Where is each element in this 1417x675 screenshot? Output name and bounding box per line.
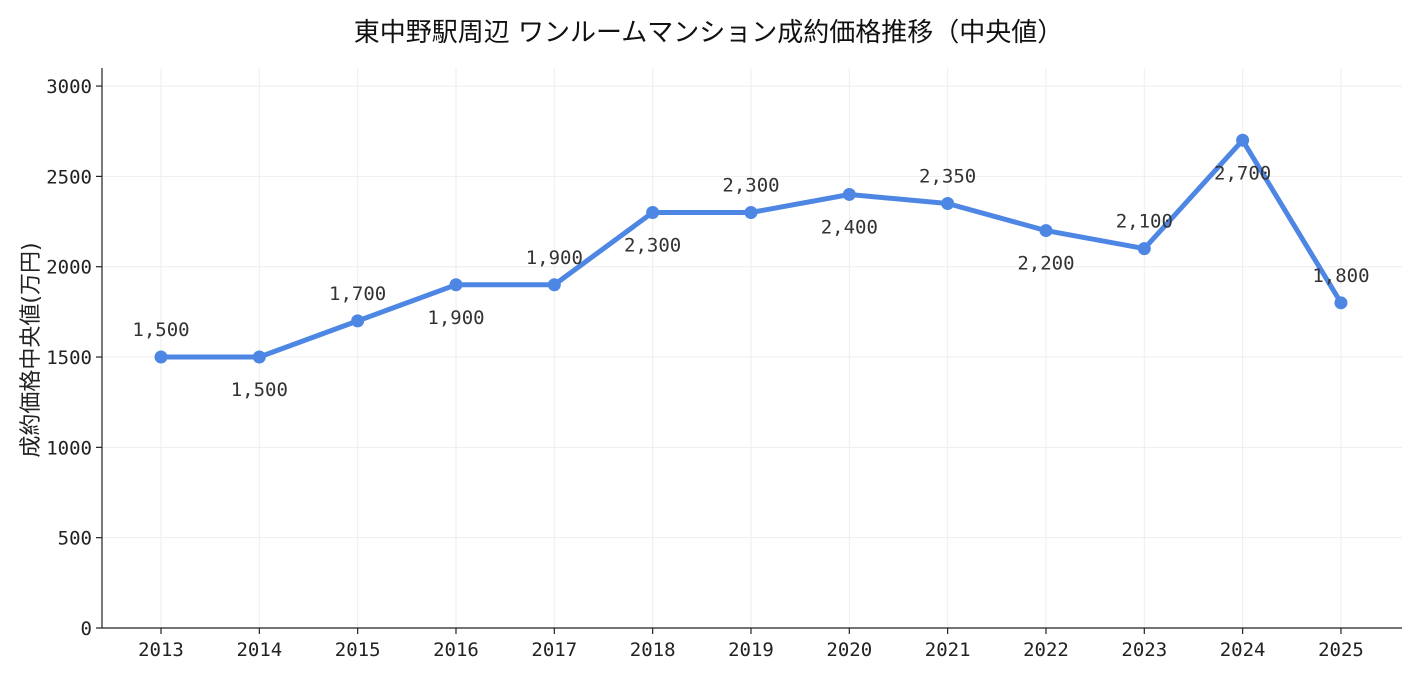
y-tick-label-1: 500	[58, 528, 92, 550]
data-label-11: 2,700	[1214, 162, 1271, 184]
data-point-3	[449, 278, 463, 292]
data-label-8: 2,350	[919, 165, 976, 187]
y-tick-label-5: 2500	[46, 166, 92, 188]
x-tick-label-10: 2023	[1121, 639, 1167, 661]
x-tick-label-7: 2020	[826, 639, 872, 661]
data-point-2	[351, 314, 365, 328]
y-tick-label-2: 1000	[46, 437, 92, 459]
x-tick-label-2: 2015	[335, 639, 381, 661]
data-point-0	[154, 350, 168, 364]
x-tick-label-9: 2022	[1023, 639, 1069, 661]
y-tick-label-4: 2000	[46, 257, 92, 279]
x-tick-label-8: 2021	[925, 639, 971, 661]
data-label-2: 1,700	[329, 283, 386, 305]
data-point-6	[744, 206, 758, 220]
data-label-9: 2,200	[1017, 253, 1074, 275]
data-label-4: 1,900	[526, 247, 583, 269]
data-point-10	[1137, 242, 1151, 256]
data-point-1	[252, 350, 266, 364]
y-ticks: 0 500 1000 1500 2000 2500 3000	[46, 76, 102, 640]
data-point-5	[646, 206, 660, 220]
data-point-12	[1334, 296, 1348, 310]
data-point-4	[547, 278, 561, 292]
data-label-12: 1,800	[1312, 265, 1369, 287]
data-label-5: 2,300	[624, 235, 681, 257]
x-tick-label-3: 2016	[433, 639, 479, 661]
axes	[101, 68, 1402, 629]
data-point-7	[842, 187, 856, 201]
x-tick-label-0: 2013	[138, 639, 184, 661]
data-labels: 1,500 1,500 1,700 1,900 1,900 2,300 2,300 2,400…	[132, 162, 1369, 401]
x-tick-label-4: 2017	[531, 639, 577, 661]
data-label-1: 1,500	[231, 379, 288, 401]
x-tick-label-12: 2025	[1318, 639, 1364, 661]
x-tick-label-6: 2019	[728, 639, 774, 661]
y-tick-label-0: 0	[81, 618, 92, 640]
data-label-3: 1,900	[427, 307, 484, 329]
data-point-9	[1039, 224, 1053, 238]
y-tick-label-6: 3000	[46, 76, 92, 98]
data-point-11	[1236, 133, 1250, 147]
data-point-8	[941, 196, 955, 210]
x-tick-label-11: 2024	[1220, 639, 1266, 661]
chart-title: 東中野駅周辺 ワンルームマンション成約価格推移（中央値）	[353, 18, 1064, 48]
x-ticks: 2013 2014 2015 2016 2017 2018 2019 2020 2021 2022…	[138, 628, 1364, 661]
x-tick-label-1: 2014	[236, 639, 282, 661]
data-label-10: 2,100	[1116, 211, 1173, 233]
series	[154, 133, 1348, 364]
y-tick-label-3: 1500	[46, 347, 92, 369]
grid	[102, 68, 1402, 628]
data-label-6: 2,300	[722, 175, 779, 197]
data-label-7: 2,400	[821, 216, 878, 238]
y-axis-label: 成約価格中央値(万円)	[19, 242, 44, 457]
x-tick-label-5: 2018	[630, 639, 676, 661]
data-label-0: 1,500	[132, 319, 189, 341]
